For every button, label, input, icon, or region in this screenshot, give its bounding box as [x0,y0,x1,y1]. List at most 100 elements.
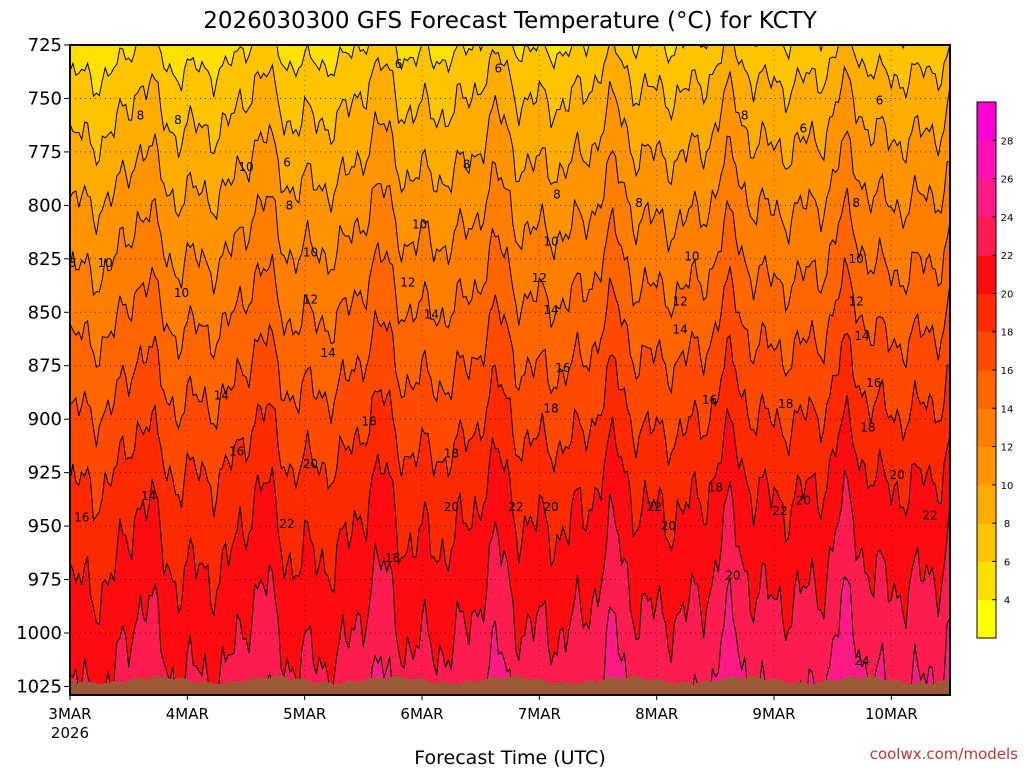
y-tick-label: 775 [28,142,62,163]
contour-label: 10 [684,250,699,264]
contour-label: 16 [866,376,881,390]
colorbar-segment [977,178,996,218]
contour-label: 22 [922,508,937,522]
contour-20 [70,394,950,626]
colorbar-segment [977,599,996,639]
contour-18 [70,332,950,522]
colorbar-label: 4 [1004,596,1010,607]
contour-label: 10 [303,245,318,259]
colorbar-segment [977,331,996,371]
contour-label: 14 [543,303,558,317]
y-tick-label: 1025 [16,676,62,697]
x-tick-label: 6MAR [400,705,443,723]
contour-label: 16 [702,393,717,407]
x-axis-label: Forecast Time (UTC) [414,747,605,768]
y-tick-label: 900 [28,409,62,430]
contour-label: 18 [778,397,793,411]
contour-label: 18 [385,551,400,565]
contour-8 [70,45,950,167]
colorbar-segment [977,370,996,409]
contour-label: 10 [412,218,427,232]
colorbar-label: 12 [1001,443,1014,454]
x-tick-year: 2026 [51,724,89,742]
colorbar-label: 16 [1001,366,1014,377]
colorbar-segment [977,408,996,448]
contour-label: 18 [543,401,558,415]
contour-label: 8 [137,109,145,123]
contour-label: 16 [74,511,89,525]
x-tick-label: 9MAR [752,705,795,723]
y-tick-label: 1000 [16,623,62,644]
contour-label: 14 [424,307,439,321]
contour-10 [70,65,950,235]
colorbar-label: 10 [1001,481,1014,492]
contour-label: 10 [98,256,113,270]
contour-label: 12 [303,292,318,306]
x-tick-label: 10MAR [865,705,918,723]
x-tick-label: 5MAR [283,705,326,723]
contour-22 [70,470,950,695]
contour-label: 14 [214,389,229,403]
y-tick-label: 950 [28,516,62,537]
contour-label: 10 [543,235,558,249]
contour-label: 16 [229,444,244,458]
contour-label: 10 [174,286,189,300]
contour-14 [70,187,950,368]
x-tick-label: 7MAR [518,705,561,723]
contour-label: 18 [860,421,875,435]
contour-label: 6 [494,62,502,76]
colorbar-segment [977,561,996,601]
contour-16 [70,257,950,448]
y-tick-label: 875 [28,356,62,377]
contour-label: 12 [848,295,863,309]
contour-label: 8 [174,113,182,127]
contour-label: 12 [400,275,415,289]
contour-label: 18 [444,446,459,460]
contour-label: 14 [141,489,156,503]
contour-label: 8 [635,196,643,210]
colorbar-segment [977,216,996,256]
x-tick-label: 3MAR [48,705,91,723]
contour-label: 16 [555,361,570,375]
contour-label: 22 [508,500,523,514]
contour-label: 20 [661,519,676,533]
y-tick-label: 925 [28,463,62,484]
contour-label: 20 [796,493,811,507]
y-axis: 725 750 775 800 825 850 875 900 925 950 975 1000 102… [16,35,70,697]
contour-label: 8 [69,256,77,270]
x-tick-label: 8MAR [635,705,678,723]
contour-label: 20 [890,468,905,482]
colorbar-segment [977,484,996,524]
ground-surface [70,675,950,695]
contour-label: 8 [286,198,294,212]
contour-label: 8 [553,188,561,202]
contour-label: 22 [647,500,662,514]
y-tick-label: 800 [28,195,62,216]
colorbar-segment [977,293,996,333]
plot-frame [69,44,951,696]
plot-area: 6 6 8 8 10 6 8 8 8 8 6 6 8 8 10 10 10 10 10 10 8 10 12 12 12 12 12… [69,45,950,695]
colorbar-label: 24 [1001,213,1014,224]
chart-title: 2026030300 GFS Forecast Temperature (°C)… [203,8,818,34]
colorbar-label: 26 [1001,175,1014,186]
colorbar-label: 22 [1001,251,1014,262]
contour-label: 24 [854,654,869,668]
contour-label: 18 [708,481,723,495]
contour-label: 14 [320,346,335,360]
colorbar-label: 8 [1004,519,1010,530]
y-tick-label: 725 [28,35,62,56]
contour-label: 14 [672,322,687,336]
contour-12 [70,130,950,297]
contour-label: 8 [741,109,749,123]
y-tick-label: 825 [28,249,62,270]
credit-text: coolwx.com/models [870,745,1018,763]
y-tick-label: 975 [28,570,62,591]
contour-label: 14 [854,329,869,343]
contour-label: 8 [852,196,860,210]
colorbar-label: 6 [1004,557,1010,568]
contour-label: 12 [672,295,687,309]
contour-label: 6 [800,121,808,135]
contour-label: 20 [444,500,459,514]
